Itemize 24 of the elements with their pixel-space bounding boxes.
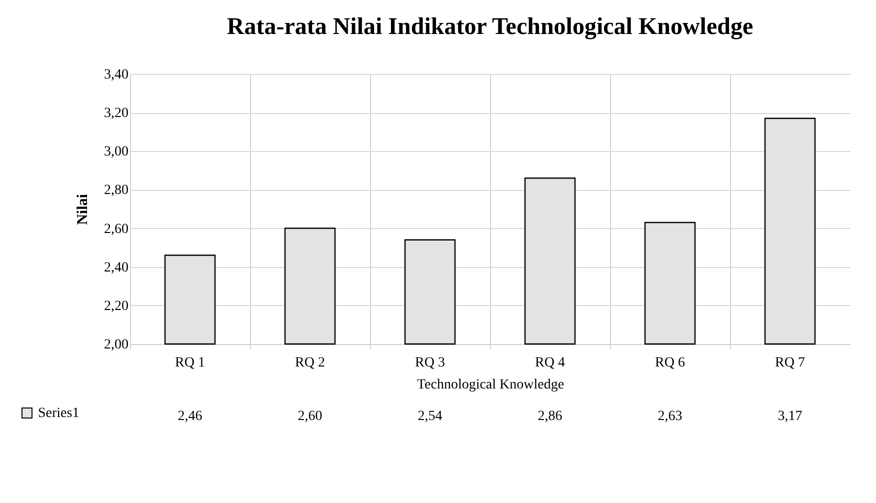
legend-label: Series1 — [38, 406, 80, 421]
y-tick-label: 2,20 — [104, 298, 128, 314]
data-label: 2,54 — [418, 409, 442, 424]
x-tick-label: RQ 7 — [775, 356, 805, 370]
data-label: 2,46 — [178, 409, 202, 424]
x-tick-label: RQ 2 — [295, 356, 325, 370]
data-label: 2,86 — [538, 409, 562, 424]
y-tick-label: 2,00 — [104, 338, 128, 352]
data-label: 2,60 — [298, 409, 322, 424]
chart-title: Rata-rata Nilai Indikator Technological Knowledge — [226, 14, 754, 40]
data-label: 2,63 — [658, 409, 682, 424]
y-tick-label: 3,40 — [104, 68, 128, 82]
y-axis-title: Nilai — [75, 194, 91, 225]
y-tick-label: 3,00 — [104, 144, 128, 160]
x-tick-label: RQ 4 — [535, 356, 565, 370]
y-tick-label: 3,20 — [104, 106, 128, 122]
y-tick-label: 2,60 — [104, 222, 128, 237]
data-label: 3,17 — [778, 409, 802, 424]
y-tick-label: 2,80 — [104, 183, 128, 198]
x-tick-label: RQ 3 — [415, 356, 445, 370]
x-tick-label: RQ 6 — [655, 356, 685, 370]
x-tick-label: RQ 1 — [175, 356, 205, 370]
y-tick-label: 2,40 — [104, 260, 128, 276]
x-axis-title: Technological Knowledge — [416, 378, 564, 392]
